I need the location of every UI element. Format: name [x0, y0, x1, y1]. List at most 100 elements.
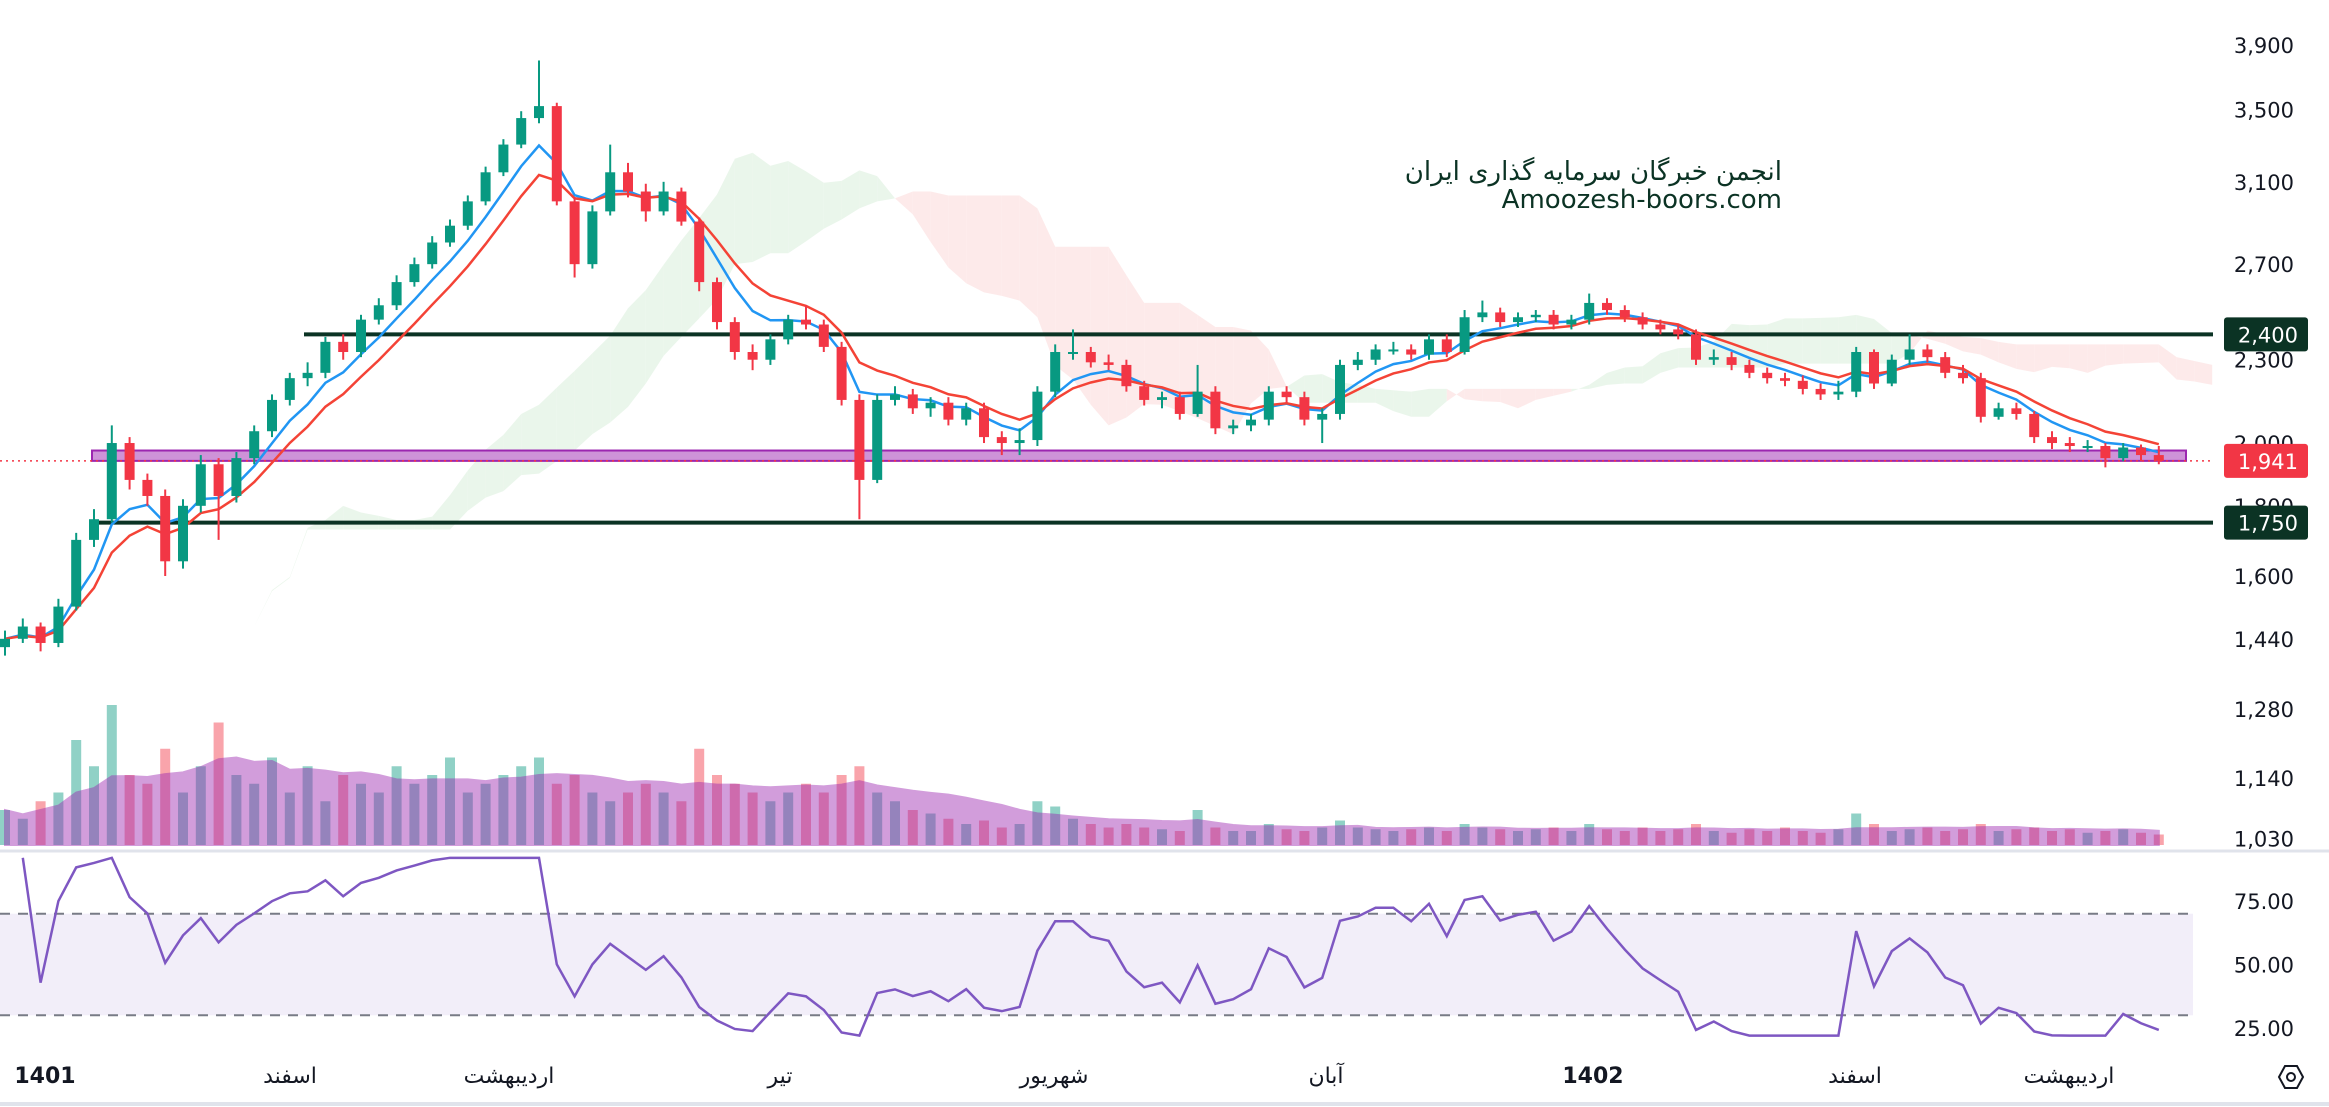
- level-1750-label-box: [2224, 505, 2308, 540]
- candle: [1441, 334, 1452, 358]
- candle: [302, 362, 313, 387]
- volume-bar: [462, 792, 473, 845]
- cloud-segment: [200, 636, 219, 643]
- candle-body: [356, 319, 366, 353]
- volume-bar: [2029, 827, 2040, 845]
- candle-body: [1477, 312, 1488, 318]
- candle: [1566, 314, 1577, 330]
- cloud-segment: [2123, 344, 2141, 364]
- volume-bar: [0, 810, 10, 845]
- candle: [1210, 386, 1221, 435]
- volume-bar: [1780, 827, 1790, 845]
- volume-bar: [694, 748, 705, 845]
- candle-body: [2118, 447, 2129, 459]
- cloud-segment: [1357, 384, 1376, 403]
- cloud-segment: [1980, 338, 1999, 363]
- candle-body: [1317, 413, 1328, 420]
- volume-bar: [17, 818, 28, 845]
- rsi-pane: [0, 856, 2193, 1038]
- cloud-segment: [1856, 314, 1874, 364]
- price-tick-label: 2,700: [2234, 253, 2294, 277]
- tradingview-logo-icon[interactable]: [2277, 1065, 2305, 1089]
- cloud-segment: [610, 308, 628, 423]
- volume-bar: [35, 801, 46, 845]
- candle: [943, 397, 954, 426]
- candle-body: [1869, 352, 1879, 384]
- cloud-segment: [1553, 388, 1572, 396]
- volume-bar: [1655, 831, 1666, 845]
- cloud-segment: [1482, 388, 1501, 403]
- candle: [1708, 349, 1719, 365]
- cloud-segment: [1144, 302, 1162, 405]
- candle: [0, 630, 10, 656]
- candle: [267, 394, 277, 438]
- candle: [1246, 413, 1256, 432]
- volume-bar: [605, 801, 616, 845]
- volume-bar: [2064, 829, 2075, 845]
- candle-body: [445, 225, 455, 243]
- volume-bar: [1495, 829, 1506, 845]
- candle-body: [907, 394, 918, 409]
- candle-body: [1014, 440, 1025, 444]
- candle: [1744, 359, 1755, 379]
- cloud-segment: [1785, 318, 1803, 364]
- candle-body: [1815, 388, 1826, 395]
- candle-body: [1157, 397, 1167, 400]
- cloud-segment: [930, 191, 949, 268]
- cloud-segment: [1891, 333, 1910, 364]
- candle: [2118, 443, 2129, 462]
- candle-body: [587, 211, 598, 265]
- candle: [249, 425, 260, 465]
- candle-body: [427, 242, 438, 265]
- candle-body: [178, 505, 188, 562]
- price-axis[interactable]: 3,9003,5003,1002,7002,3002,0001,8001,600…: [2224, 34, 2308, 1041]
- candle: [1637, 312, 1648, 330]
- time-axis[interactable]: 1401 اسفند اردیبهشت تیر شهریور آبان 1402 اسفند ا…: [14, 1062, 2114, 1089]
- cloud-segment: [1660, 348, 1679, 373]
- volume-bar: [1975, 824, 1986, 845]
- candle-body: [462, 201, 473, 226]
- volume-bar: [1014, 824, 1025, 845]
- volume-bar: [890, 801, 900, 845]
- candle-body: [694, 221, 705, 283]
- candle-body: [1691, 334, 1701, 360]
- candle: [1032, 386, 1043, 447]
- candle: [640, 183, 651, 222]
- candle-body: [1940, 357, 1951, 373]
- candle: [1174, 391, 1185, 420]
- candle-body: [1335, 364, 1345, 414]
- volume-bar: [854, 766, 865, 845]
- candle: [1762, 367, 1773, 384]
- volume-bar: [356, 783, 366, 845]
- cloud-segment: [1464, 388, 1483, 402]
- candle: [1281, 386, 1292, 403]
- volume-pane: [0, 705, 2164, 846]
- candle-body: [623, 172, 633, 192]
- candle-body: [302, 372, 313, 379]
- time-label: اسفند: [1828, 1064, 1882, 1089]
- candle-body: [2100, 446, 2111, 459]
- candle: [1726, 352, 1737, 371]
- cloud-segment: [1251, 330, 1269, 404]
- candle-body: [1228, 425, 1239, 429]
- candle-body: [1886, 359, 1897, 384]
- cloud-segment: [1019, 195, 1038, 318]
- time-label: 1402: [1562, 1064, 1623, 1089]
- candle: [195, 455, 206, 513]
- horizontal-levels[interactable]: [0, 332, 2213, 525]
- volume-ma-area: [4, 756, 2160, 846]
- cloud-segment: [1429, 388, 1447, 417]
- volume-bar: [1068, 818, 1078, 845]
- candle: [979, 402, 989, 444]
- candle: [1548, 310, 1559, 330]
- candle-body: [979, 408, 989, 438]
- cloud-segment: [2087, 344, 2106, 373]
- volume-bar: [1869, 824, 1879, 845]
- volume-bar: [801, 783, 811, 845]
- candle: [2136, 444, 2146, 462]
- volume-bar: [1228, 831, 1239, 845]
- time-label: 1401: [14, 1064, 75, 1089]
- candle: [836, 341, 847, 406]
- volume-bar: [1833, 829, 1844, 845]
